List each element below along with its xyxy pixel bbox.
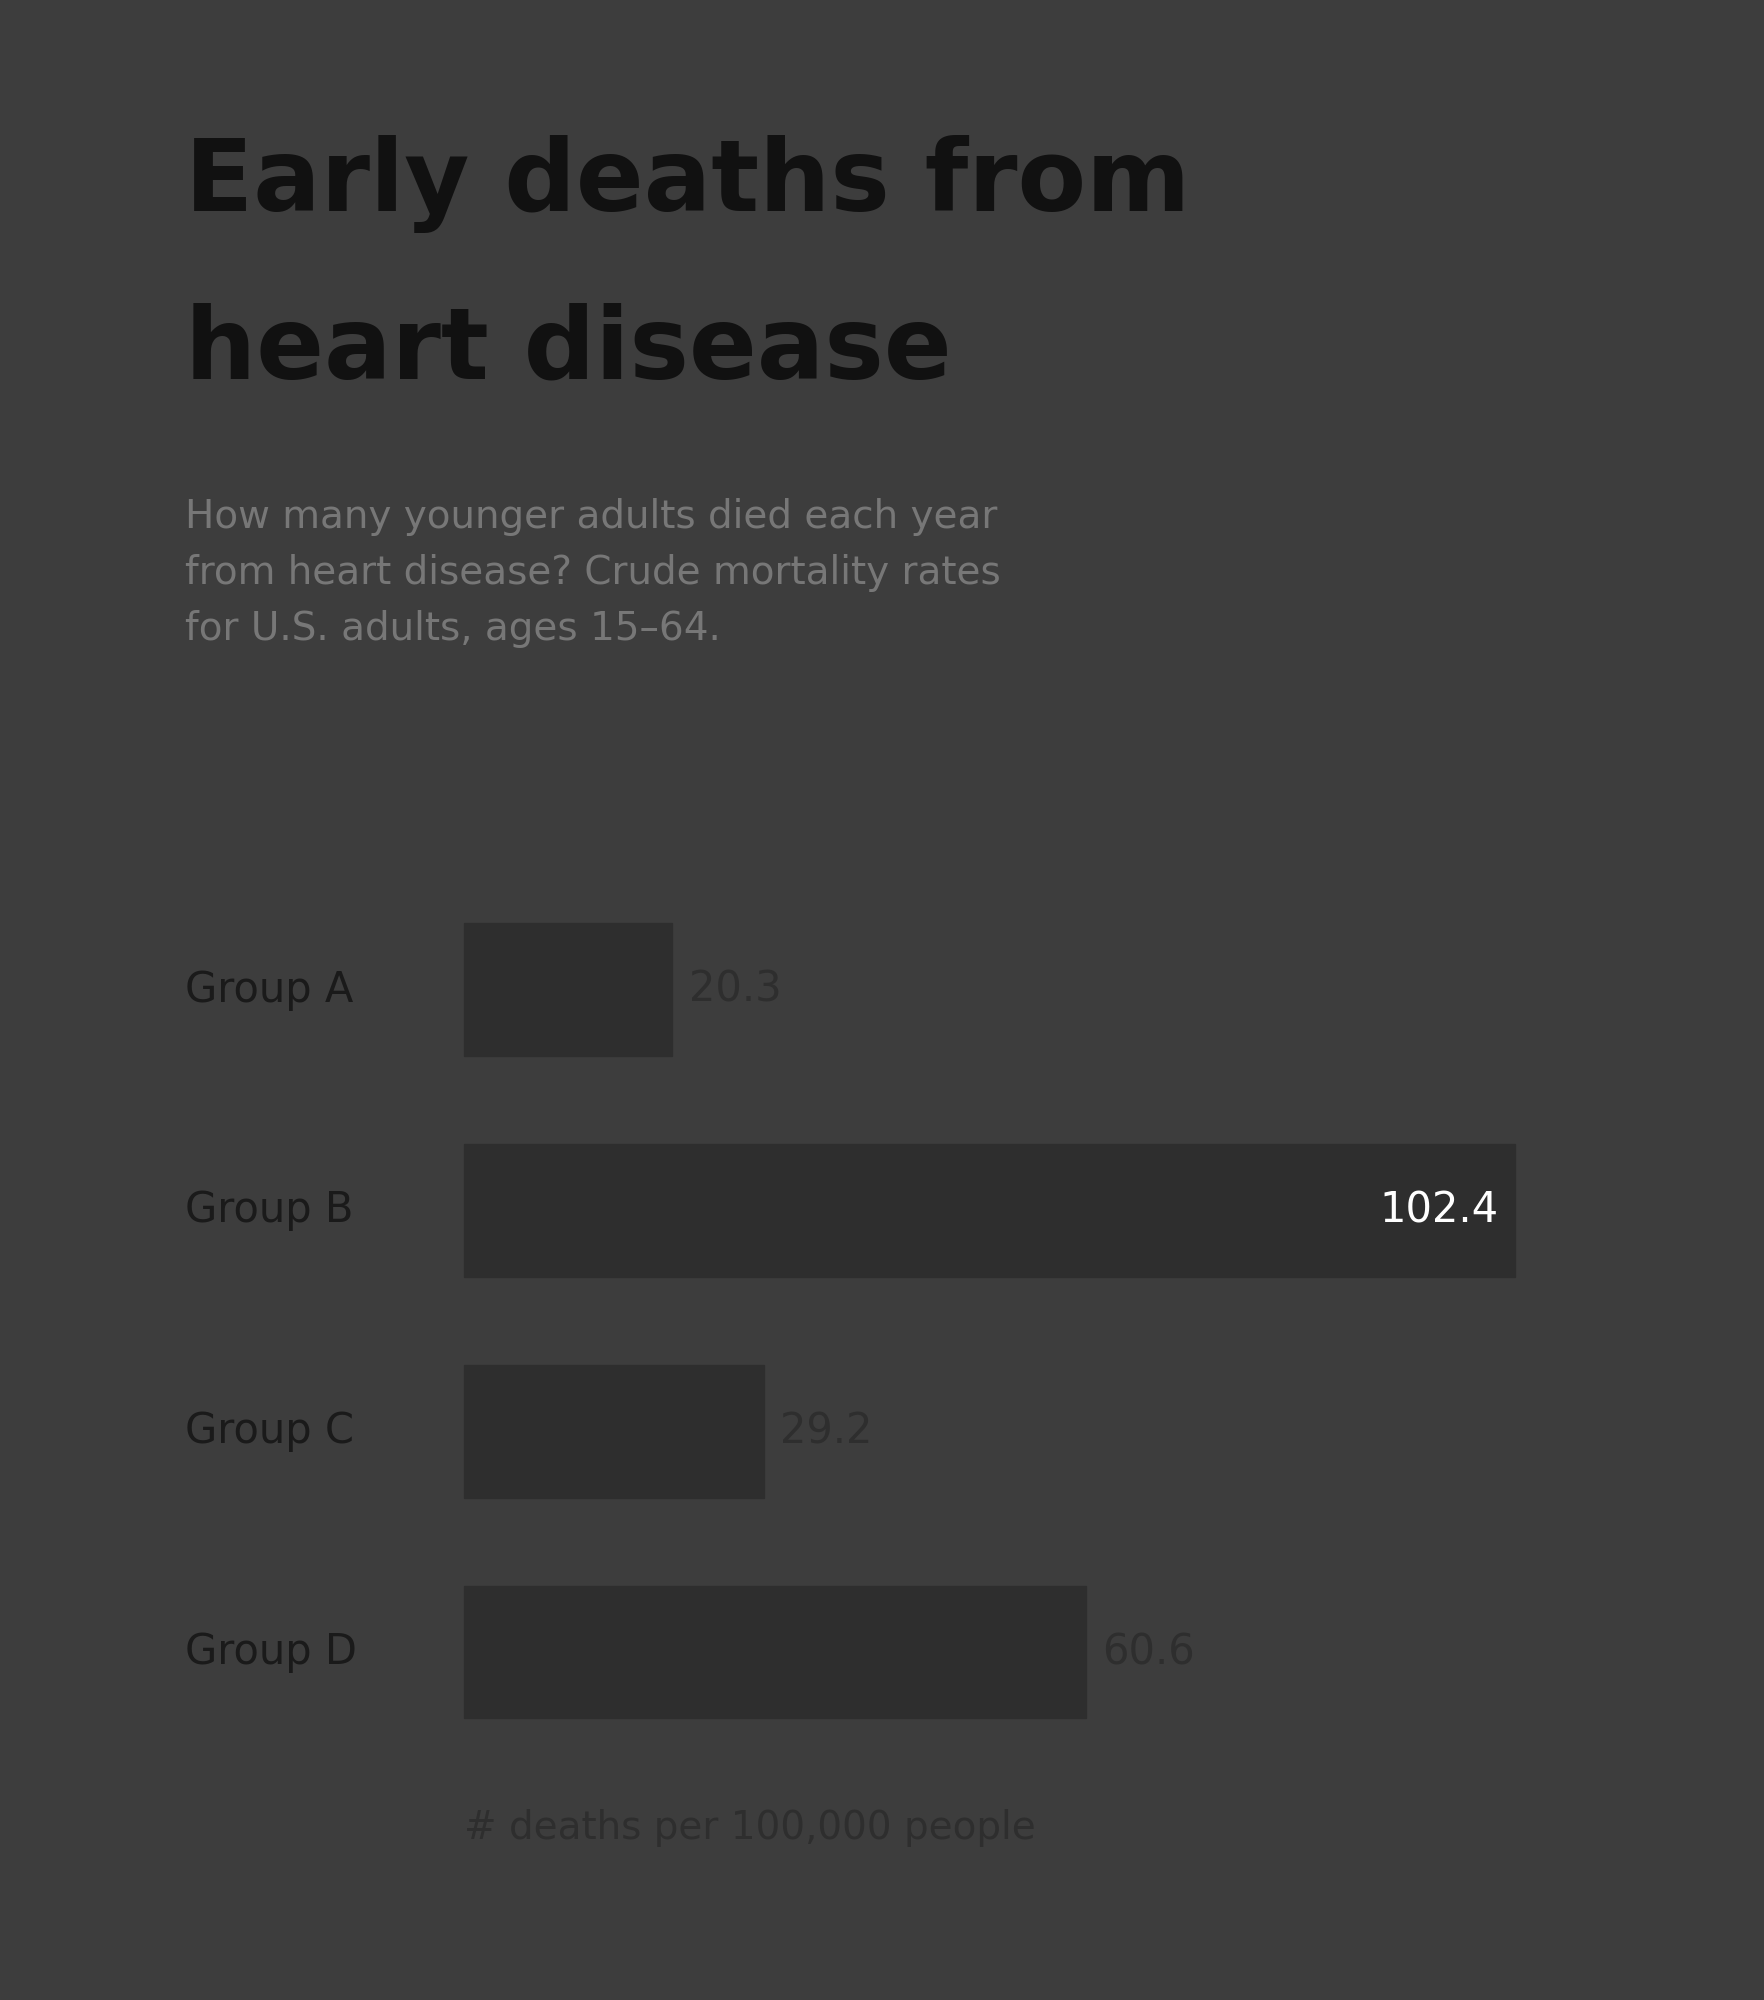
Text: 102.4: 102.4	[1379, 1190, 1499, 1232]
Text: Early deaths from: Early deaths from	[185, 136, 1191, 234]
Text: # deaths per 100,000 people: # deaths per 100,000 people	[464, 1810, 1035, 1848]
Text: heart disease: heart disease	[185, 302, 951, 400]
Text: Group D: Group D	[185, 1632, 356, 1674]
Text: How many younger adults died each year
from heart disease? Crude mortality rates: How many younger adults died each year f…	[185, 498, 1000, 648]
Text: 20.3: 20.3	[688, 968, 781, 1010]
Text: 29.2: 29.2	[780, 1410, 873, 1452]
Bar	[464, 1144, 1515, 1276]
Text: Group A: Group A	[185, 968, 353, 1010]
Text: Group B: Group B	[185, 1190, 353, 1232]
Bar	[464, 924, 672, 1056]
Bar	[464, 1586, 1087, 1718]
Bar	[464, 1366, 764, 1498]
Text: 60.6: 60.6	[1102, 1632, 1196, 1674]
Text: Group C: Group C	[185, 1410, 355, 1452]
